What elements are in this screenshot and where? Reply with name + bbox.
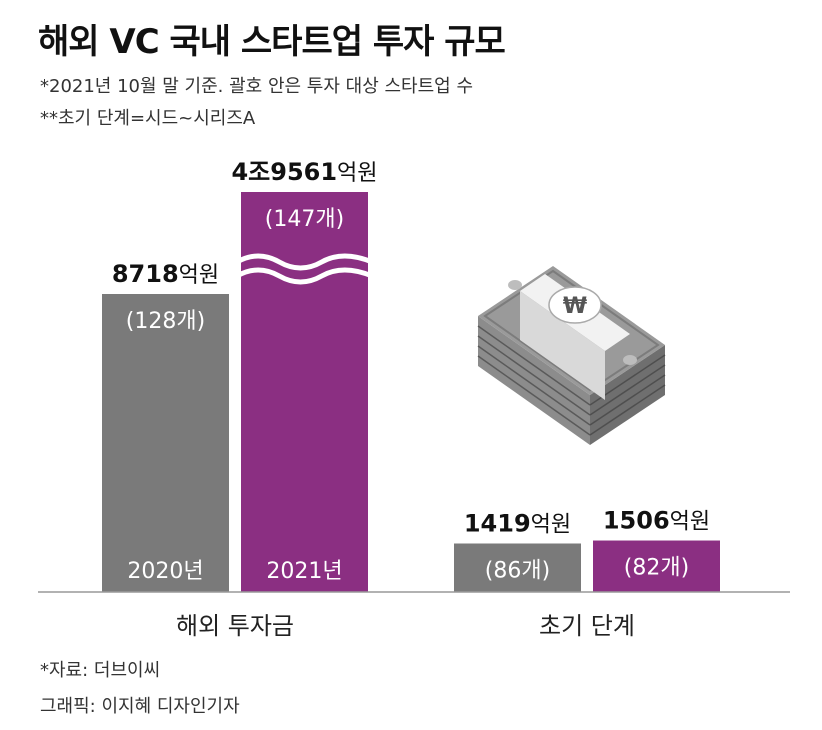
bar-overseas-2021 [241, 192, 368, 592]
axis-break-wave [235, 253, 373, 271]
bar-count-label: (147개) [265, 207, 344, 232]
svg-text:₩: ₩ [563, 294, 587, 319]
source-note: *자료: 더브이씨 [40, 660, 161, 681]
cash-stack-icon: ₩ [477, 266, 666, 445]
graphic-credit: 그래픽: 이지혜 디자인기자 [40, 696, 240, 717]
bar-count-label: (128개) [126, 309, 205, 334]
bar-value-label: 4조9561억원 [231, 158, 377, 186]
page-title: 해외 VC 국내 스타트업 투자 규모 [38, 22, 506, 62]
bar-value-label: 8718억원 [112, 260, 219, 288]
bar-year-label: 2021년 [266, 559, 342, 584]
bar-count-label: (82개) [624, 556, 689, 581]
bar-year-label: 2020년 [127, 559, 203, 584]
bar-value-label: 1506억원 [603, 507, 710, 535]
bar-early-stage-2021 [593, 540, 720, 592]
axis-break-wave [235, 267, 373, 285]
footnote-basis: *2021년 10월 말 기준. 괄호 안은 투자 대상 스타트업 수 [40, 76, 474, 97]
bar-value-label: 1419억원 [464, 509, 571, 537]
category-label: 초기 단계 [539, 612, 635, 640]
footnote-early-stage: **초기 단계=시드~시리즈A [40, 108, 256, 129]
bar-early-stage-2020 [454, 543, 581, 592]
bar-overseas-2020 [102, 294, 229, 592]
bar-count-label: (86개) [485, 558, 550, 583]
category-label: 해외 투자금 [176, 612, 294, 640]
